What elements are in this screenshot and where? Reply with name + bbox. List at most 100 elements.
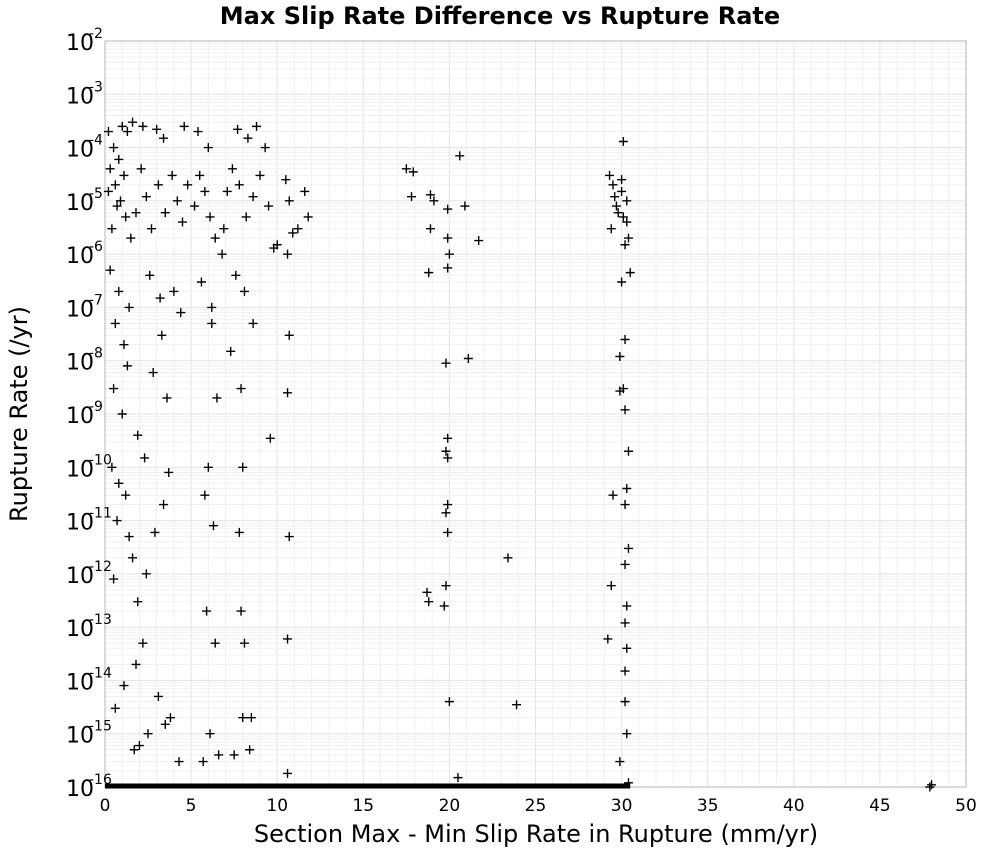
data-point bbox=[608, 180, 618, 190]
data-point bbox=[610, 192, 620, 202]
data-point bbox=[110, 703, 120, 713]
x-tick-label: 15 bbox=[352, 796, 374, 816]
y-tick-exponent: -4 bbox=[89, 133, 103, 149]
data-point bbox=[109, 143, 119, 153]
data-point bbox=[179, 121, 189, 131]
data-point bbox=[618, 212, 628, 222]
y-tick-label: 10-14 bbox=[66, 665, 112, 695]
data-point bbox=[622, 483, 632, 493]
y-tick-label: 10-6 bbox=[66, 239, 103, 269]
x-tick-label: 0 bbox=[100, 796, 111, 816]
data-point bbox=[150, 527, 160, 537]
data-point bbox=[190, 201, 200, 211]
data-point bbox=[401, 164, 411, 174]
data-point bbox=[444, 697, 454, 707]
x-tick-label: 50 bbox=[955, 796, 977, 816]
data-point bbox=[236, 606, 246, 616]
data-point bbox=[146, 224, 156, 234]
data-point bbox=[441, 446, 451, 456]
data-point bbox=[443, 453, 453, 463]
data-point bbox=[606, 224, 616, 234]
y-tick-base: 10 bbox=[66, 724, 94, 749]
data-point bbox=[424, 597, 434, 607]
y-tick-exponent: -2 bbox=[89, 26, 103, 42]
data-point bbox=[455, 151, 465, 161]
y-tick-base: 10 bbox=[66, 617, 94, 642]
data-point bbox=[620, 666, 630, 676]
y-tick-exponent: -5 bbox=[89, 186, 103, 202]
data-point bbox=[122, 361, 132, 371]
data-point bbox=[114, 286, 124, 296]
data-point bbox=[284, 532, 294, 542]
data-point bbox=[444, 249, 454, 259]
x-tick-label: 35 bbox=[697, 796, 719, 816]
x-tick-label: 45 bbox=[869, 796, 891, 816]
data-point bbox=[424, 268, 434, 278]
data-point bbox=[119, 170, 129, 180]
data-point bbox=[117, 409, 127, 419]
x-axis-label: Section Max - Min Slip Rate in Rupture (… bbox=[254, 820, 818, 848]
data-point bbox=[183, 180, 193, 190]
data-point bbox=[241, 212, 251, 222]
data-point bbox=[203, 462, 213, 472]
data-point bbox=[234, 527, 244, 537]
y-tick-exponent: -15 bbox=[89, 719, 112, 735]
y-tick-base: 10 bbox=[66, 31, 94, 56]
data-point bbox=[126, 233, 136, 243]
data-point bbox=[131, 659, 141, 669]
data-point bbox=[200, 490, 210, 500]
data-point bbox=[243, 133, 253, 143]
y-axis-label: Rupture Rate (/yr) bbox=[5, 306, 33, 522]
data-point bbox=[133, 430, 143, 440]
y-tick-label: 10-11 bbox=[66, 506, 112, 536]
data-point bbox=[105, 265, 115, 275]
data-point bbox=[622, 643, 632, 653]
data-point bbox=[441, 581, 451, 591]
data-point bbox=[145, 270, 155, 280]
x-tick-label: 10 bbox=[266, 796, 288, 816]
data-point bbox=[620, 697, 630, 707]
data-point bbox=[124, 302, 134, 312]
y-tick-label: 10-5 bbox=[66, 186, 103, 216]
data-point bbox=[160, 719, 170, 729]
data-point bbox=[255, 170, 265, 180]
data-point bbox=[422, 587, 432, 597]
y-tick-label: 10-3 bbox=[66, 79, 103, 109]
data-point bbox=[284, 330, 294, 340]
data-point bbox=[103, 186, 113, 196]
data-point bbox=[131, 208, 141, 218]
data-point bbox=[159, 133, 169, 143]
data-point bbox=[925, 782, 935, 792]
y-tick-base: 10 bbox=[66, 457, 94, 482]
data-point bbox=[260, 143, 270, 153]
data-point bbox=[205, 212, 215, 222]
data-point bbox=[264, 201, 274, 211]
data-point bbox=[620, 335, 630, 345]
data-point bbox=[114, 154, 124, 164]
data-point bbox=[133, 597, 143, 607]
data-point bbox=[212, 393, 222, 403]
data-point bbox=[152, 124, 162, 134]
data-point bbox=[227, 164, 237, 174]
data-point bbox=[425, 190, 435, 200]
data-point bbox=[134, 741, 144, 751]
y-tick-label: 10-9 bbox=[66, 399, 103, 429]
data-point bbox=[608, 490, 618, 500]
data-point bbox=[210, 638, 220, 648]
data-point bbox=[112, 516, 122, 526]
data-point bbox=[236, 384, 246, 394]
x-tick-label: 25 bbox=[525, 796, 547, 816]
data-point bbox=[443, 204, 453, 214]
data-point bbox=[248, 318, 258, 328]
data-point bbox=[622, 217, 632, 227]
data-point bbox=[128, 117, 138, 127]
data-point bbox=[129, 745, 139, 755]
data-point bbox=[234, 180, 244, 190]
data-point bbox=[114, 478, 124, 488]
y-tick-base: 10 bbox=[66, 84, 94, 109]
data-point bbox=[128, 553, 138, 563]
data-point bbox=[441, 358, 451, 368]
data-point bbox=[265, 433, 275, 443]
